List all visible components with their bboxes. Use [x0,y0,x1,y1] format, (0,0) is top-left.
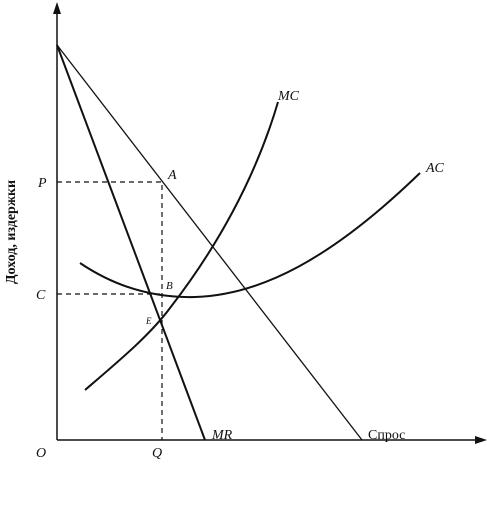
mc-curve [84,101,279,391]
curve-label: MC [277,89,300,104]
origin-label: O [36,446,46,461]
point-label: E [145,316,152,326]
y-axis-label: Доход, издержки [4,180,19,284]
demand-line [56,44,363,441]
point-label: A [167,168,177,183]
point-label: Q [152,446,162,461]
point-label: P [37,176,47,191]
x-arrow [475,436,487,444]
curve-label: Спрос [368,428,405,443]
point-label: B [166,280,173,292]
point-label: C [36,288,46,303]
ac-curve [79,172,421,299]
curve-label: MR [211,428,233,443]
y-arrow [53,2,61,14]
curve-label: AC [425,161,445,176]
price-guide [57,181,163,440]
mr-line [56,44,206,441]
